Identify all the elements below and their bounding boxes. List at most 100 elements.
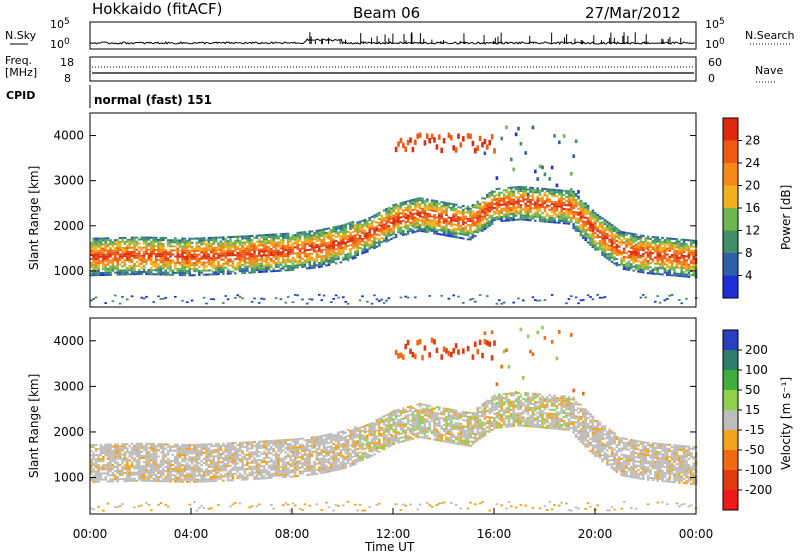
echo-cell [94,245,98,248]
echo-cell [106,464,110,467]
echo-cell [106,466,110,469]
echo-cell [277,249,280,252]
echo-cell [178,470,182,473]
echo-cell [174,466,177,469]
echo-cell [162,259,165,262]
echo-cell [548,200,551,203]
echo-cell [267,256,271,259]
echo-cell [534,205,537,208]
echo-cell [603,237,607,240]
echo-cell [142,264,146,267]
echo-cell [524,218,527,221]
echo-cell [130,477,134,480]
echo-cell [337,241,340,244]
echo-cell [147,252,151,255]
echo-cell [502,209,506,212]
echo-cell [433,205,436,208]
echo-cell [584,204,587,207]
echo-cell [159,247,163,250]
echo-cell [142,475,146,478]
echo-cell [310,244,314,247]
echo-cell [150,453,153,456]
echo-cell [207,474,211,477]
echo-cell [363,247,367,250]
echo-cell [111,445,115,448]
echo-cell [457,295,460,298]
echo-cell [130,246,134,249]
echo-cell [500,136,503,141]
echo-cell [267,235,271,238]
echo-cell [90,444,93,447]
echo-cell [217,273,220,276]
echo-cell [294,260,297,263]
echo-cell [255,451,259,454]
echo-cell [342,224,345,227]
echo-cell [301,251,304,254]
echo-cell [92,508,95,511]
echo-cell [411,200,415,203]
echo-cell [147,244,151,247]
echo-cell [644,263,647,266]
echo-cell [308,265,311,268]
echo-cell [613,238,616,241]
echo-cell [94,270,98,273]
echo-cell [454,228,458,231]
echo-cell [512,208,515,211]
echo-cell [483,215,487,218]
echo-cell [274,237,278,240]
echo-cell [130,453,134,456]
echo-cell [195,443,199,446]
echo-cell [392,232,395,235]
echo-cell [658,248,662,251]
echo-cell [246,457,249,460]
echo-cell [229,250,232,253]
echo-cell [392,222,395,225]
echo-cell [651,242,655,245]
echo-cell [512,214,515,217]
echo-cell [286,254,290,258]
echo-cell [205,474,208,477]
echo-cell [577,229,580,232]
echo-cell [140,477,143,480]
echo-cell [267,252,271,255]
echo-cell [462,229,465,232]
echo-cell [433,203,436,206]
echo-cell [286,259,290,262]
echo-cell [582,224,585,227]
echo-cell [210,463,213,466]
echo-cell [630,246,633,249]
echo-cell [94,237,98,240]
echo-cell [226,244,230,247]
echo-cell [234,458,237,461]
echo-cell [106,474,110,477]
echo-cell [387,214,391,217]
echo-cell [133,451,136,454]
echo-cell [246,449,249,452]
echo-cell [519,187,523,190]
echo-cell [476,145,479,151]
echo-cell [99,449,103,452]
echo-cell [207,273,211,276]
echo-cell [322,262,326,265]
echo-cell [562,203,566,206]
echo-cell [121,473,124,477]
echo-cell [514,210,518,213]
echo-cell [356,247,359,250]
echo-cell [140,248,143,251]
echo-cell [303,259,307,262]
echo-cell [344,258,347,261]
echo-cell [303,243,307,246]
echo-cell [625,262,628,265]
echo-cell [517,210,520,213]
echo-cell [116,251,119,254]
echo-cell [267,246,271,249]
echo-cell [202,241,206,244]
echo-cell [109,269,112,272]
echo-cell [447,297,451,300]
echo-cell [284,234,287,237]
echo-cell [642,245,645,248]
echo-cell [505,211,508,214]
echo-cell [90,249,93,252]
echo-cell [356,223,359,226]
echo-cell [332,256,335,259]
